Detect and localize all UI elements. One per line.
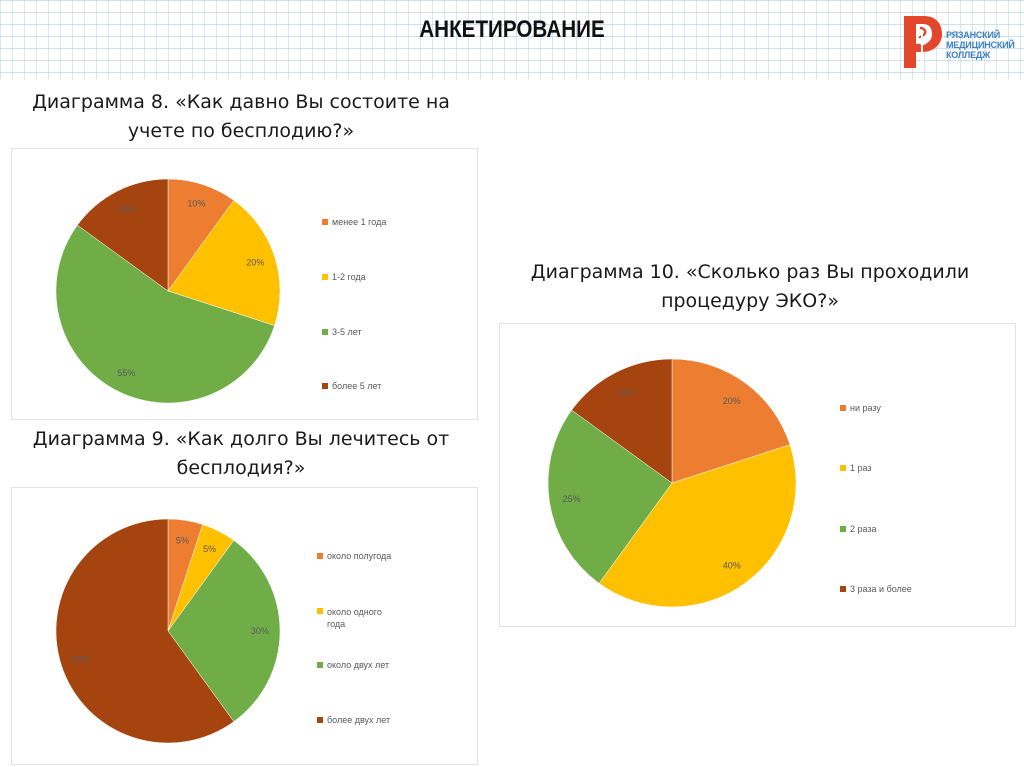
slide-header bbox=[0, 0, 1024, 80]
legend-label: более 5 лет bbox=[332, 381, 382, 391]
slice-percent-label: 15% bbox=[617, 387, 635, 397]
legend-label: ни разу bbox=[850, 403, 881, 413]
chart10-pie-chart: 20% 40% 25% 15% ни разу 1 раз 2 раза 3 раза… bbox=[499, 323, 1016, 627]
pie-slice bbox=[167, 540, 281, 722]
legend-label: около одного года bbox=[327, 607, 382, 629]
slice-percent-label: 30% bbox=[251, 626, 269, 636]
legend-swatch bbox=[840, 526, 846, 532]
chart10-pie: 20% 40% 25% 15% bbox=[547, 358, 797, 608]
slice-percent-label: 15% bbox=[117, 204, 135, 214]
legend-label: 1-2 года bbox=[332, 272, 366, 282]
legend-swatch bbox=[322, 329, 328, 335]
legend-item: более двух лет bbox=[317, 715, 390, 725]
legend-item: около полугода bbox=[317, 551, 391, 561]
slice-percent-label: 20% bbox=[246, 258, 264, 268]
caption-line: Диаграмма 10. «Сколько раз Вы проходили bbox=[530, 261, 970, 283]
caption-line: учете по бесплодию?» bbox=[127, 120, 355, 142]
pie-slice bbox=[55, 224, 275, 404]
chart9-pie-chart: 5% 5% 30% 60% около полугода около одного г… bbox=[11, 487, 478, 765]
chart9-caption: Диаграмма 9. «Как долго Вы лечитесь от б… bbox=[0, 425, 482, 483]
legend-label: менее 1 года bbox=[332, 217, 387, 227]
slice-percent-label: 5% bbox=[203, 544, 216, 554]
slice-percent-label: 60% bbox=[72, 654, 90, 664]
pie-slice bbox=[547, 409, 673, 584]
legend-item: 2 раза bbox=[840, 524, 877, 534]
legend-label: 1 раз bbox=[850, 463, 872, 473]
slide-title: АНКЕТИРОВАНИЕ bbox=[419, 16, 605, 43]
legend-item: 1 раз bbox=[840, 463, 872, 473]
legend-swatch bbox=[317, 662, 323, 668]
caption-line: бесплодия?» bbox=[176, 457, 306, 479]
legend-label: около двух лет bbox=[327, 660, 390, 670]
logo-text: РЯЗАНСКИЙ МЕДИЦИНСКИЙ КОЛЛЕДЖ bbox=[946, 30, 1015, 60]
legend-label: 3 раза и более bbox=[850, 584, 912, 594]
legend-label: 2 раза bbox=[850, 524, 877, 534]
legend-label: более двух лет bbox=[327, 715, 391, 725]
college-logo: РЯЗАНСКИЙ МЕДИЦИНСКИЙ КОЛЛЕДЖ bbox=[900, 14, 1015, 70]
logo-line: МЕДИЦИНСКИЙ bbox=[946, 40, 1015, 50]
chart10-caption: Диаграмма 10. «Сколько раз Вы проходили … bbox=[495, 258, 1005, 316]
legend-item: ни разу bbox=[840, 403, 881, 413]
slice-percent-label: 55% bbox=[117, 368, 135, 378]
legend-swatch bbox=[840, 586, 846, 592]
logo-line: КОЛЛЕДЖ bbox=[946, 50, 991, 60]
pie-slice bbox=[167, 200, 281, 326]
caduceus-r-logo-icon bbox=[904, 16, 942, 68]
logo-line: РЯЗАНСКИЙ bbox=[946, 30, 1001, 40]
slice-percent-label: 40% bbox=[723, 560, 741, 570]
legend-item: около двух лет bbox=[317, 660, 389, 670]
legend-item: около одного года bbox=[317, 606, 397, 630]
legend-swatch bbox=[322, 383, 328, 389]
chart9-pie: 5% 5% 30% 60% bbox=[55, 518, 281, 744]
legend-label: около полугода bbox=[327, 551, 392, 561]
pie-slice bbox=[671, 358, 791, 484]
legend-item: более 5 лет bbox=[322, 381, 381, 391]
legend-item: 1-2 года bbox=[322, 272, 366, 282]
slice-percent-label: 20% bbox=[723, 396, 741, 406]
chart8-pie-chart: 10% 20% 55% 15% менее 1 года 1-2 года 3-5 л… bbox=[11, 148, 478, 420]
legend-item: 3-5 лет bbox=[322, 327, 362, 337]
legend-swatch bbox=[322, 219, 328, 225]
legend-item: 3 раза и более bbox=[840, 584, 912, 594]
legend-swatch bbox=[317, 608, 323, 614]
chart8-pie: 10% 20% 55% 15% bbox=[55, 178, 281, 404]
chart8-caption: Диаграмма 8. «Как давно Вы состоите на у… bbox=[0, 88, 482, 146]
pie-slice bbox=[77, 178, 169, 292]
slice-percent-label: 10% bbox=[187, 199, 205, 209]
legend-swatch bbox=[322, 274, 328, 280]
legend-swatch bbox=[840, 465, 846, 471]
caption-line: Диаграмма 8. «Как давно Вы состоите на bbox=[32, 91, 450, 113]
caption-line: Диаграмма 9. «Как долго Вы лечитесь от bbox=[32, 428, 450, 450]
legend-swatch bbox=[317, 553, 323, 559]
legend-label: 3-5 лет bbox=[332, 327, 362, 337]
pie-slice bbox=[55, 518, 235, 744]
pie-slice bbox=[598, 444, 797, 608]
legend-item: менее 1 года bbox=[322, 217, 386, 227]
slice-percent-label: 25% bbox=[563, 494, 581, 504]
pie-slice bbox=[571, 358, 673, 484]
slice-percent-label: 5% bbox=[176, 535, 189, 545]
legend-swatch bbox=[317, 717, 323, 723]
legend-swatch bbox=[840, 405, 846, 411]
caption-line: процедуру ЭКО?» bbox=[661, 290, 839, 312]
